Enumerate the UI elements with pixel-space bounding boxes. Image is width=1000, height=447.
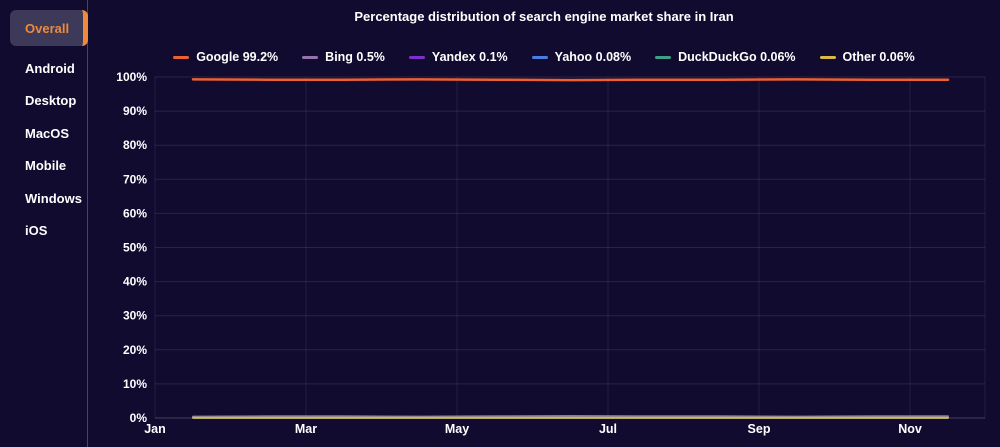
- svg-text:Sep: Sep: [748, 422, 771, 436]
- legend-label: Bing 0.5%: [325, 50, 385, 64]
- sidebar-item-android[interactable]: Android: [0, 52, 87, 85]
- legend-item-google[interactable]: Google 99.2%: [173, 50, 278, 64]
- svg-text:10%: 10%: [123, 377, 147, 391]
- legend-label: DuckDuckGo 0.06%: [678, 50, 796, 64]
- legend-item-bing[interactable]: Bing 0.5%: [302, 50, 385, 64]
- svg-text:Mar: Mar: [295, 422, 317, 436]
- svg-text:Jul: Jul: [599, 422, 617, 436]
- sidebar-item-label: Overall: [25, 20, 70, 36]
- legend-marker-duckduckgo: [655, 55, 672, 59]
- svg-text:80%: 80%: [123, 138, 147, 152]
- line-chart: 0% 10% 20% 30% 40% 50% 60% 70% 80% 90% 100% Jan Mar M…: [116, 70, 986, 436]
- legend-marker-bing: [302, 55, 319, 59]
- svg-text:20%: 20%: [123, 343, 147, 357]
- sidebar-item-label: Windows: [25, 190, 82, 206]
- sidebar-item-mobile[interactable]: Mobile: [0, 150, 87, 183]
- sidebar-item-label: MacOS: [25, 125, 70, 141]
- legend-label: Yandex 0.1%: [431, 50, 508, 64]
- svg-text:50%: 50%: [123, 241, 147, 255]
- svg-text:Jan: Jan: [144, 422, 166, 436]
- legend-item-yahoo[interactable]: Yahoo 0.08%: [531, 50, 632, 64]
- svg-text:70%: 70%: [123, 172, 147, 186]
- legend-marker-google: [173, 55, 190, 59]
- legend-item-duckduckgo[interactable]: DuckDuckGo 0.06%: [655, 50, 796, 64]
- sidebar-item-label: Mobile: [25, 158, 67, 174]
- sidebar-item-desktop[interactable]: Desktop: [0, 85, 87, 118]
- chart-panel: 0% 10% 20% 30% 40% 50% 60% 70% 80% 90% 100% Jan Mar M…: [88, 0, 1000, 447]
- sidebar-item-overall[interactable]: Overall: [10, 10, 88, 46]
- legend-marker-yahoo: [531, 55, 548, 59]
- svg-text:100%: 100%: [116, 70, 147, 84]
- legend-item-yandex[interactable]: Yandex 0.1%: [408, 50, 508, 64]
- sidebar-item-macos[interactable]: MacOS: [0, 117, 87, 150]
- svg-text:60%: 60%: [123, 206, 147, 220]
- legend-item-other[interactable]: Other 0.06%: [819, 50, 915, 64]
- chart-title: Percentage distribution of search engine…: [354, 9, 734, 24]
- legend: Google 99.2% Bing 0.5% Yandex 0.1% Yahoo…: [88, 50, 1000, 64]
- legend-label: Yahoo 0.08%: [554, 50, 632, 64]
- legend-marker-other: [819, 55, 836, 59]
- legend-label: Other 0.06%: [842, 50, 915, 64]
- sidebar: Overall Android Desktop MacOS Mobile Win…: [0, 0, 88, 447]
- svg-text:40%: 40%: [123, 275, 147, 289]
- sidebar-item-label: Desktop: [25, 93, 77, 109]
- svg-text:0%: 0%: [130, 411, 148, 425]
- sidebar-item-windows[interactable]: Windows: [0, 182, 87, 215]
- svg-text:Nov: Nov: [898, 422, 922, 436]
- svg-text:May: May: [445, 422, 469, 436]
- legend-marker-yandex: [408, 55, 425, 59]
- sidebar-item-label: iOS: [25, 223, 48, 239]
- svg-text:90%: 90%: [123, 104, 147, 118]
- svg-text:30%: 30%: [123, 309, 147, 323]
- sidebar-item-ios[interactable]: iOS: [0, 215, 87, 248]
- sidebar-item-label: Android: [25, 60, 75, 76]
- legend-label: Google 99.2%: [196, 50, 279, 64]
